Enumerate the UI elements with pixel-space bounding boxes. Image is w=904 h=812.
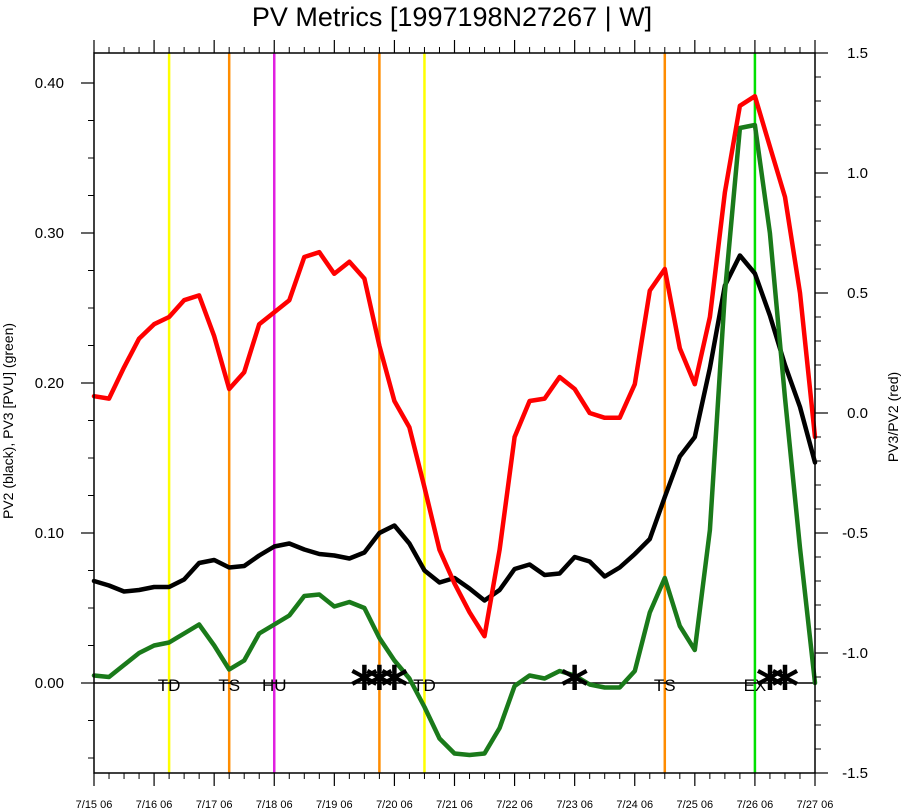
y-right-tick-label: 0.0 bbox=[847, 405, 868, 422]
stage-label-ts-1: TS bbox=[218, 676, 240, 695]
x-tick-label: 7/24 06 bbox=[616, 799, 653, 811]
y-right-tick-label: -1.5 bbox=[842, 765, 868, 782]
asterisk-marker-0: * bbox=[350, 655, 378, 718]
event-lines bbox=[167, 53, 757, 773]
plot-frame bbox=[93, 52, 816, 774]
asterisk-marker-5: * bbox=[771, 655, 799, 718]
asterisk-marker-1: * bbox=[365, 655, 393, 718]
x-tick-label: 7/21 06 bbox=[436, 799, 473, 811]
y-right-tick-label: -1.0 bbox=[842, 645, 868, 662]
stage-label-td-0: TD bbox=[158, 676, 181, 695]
x-tick-label: 7/18 06 bbox=[256, 799, 293, 811]
stage-label-td-3: TD bbox=[413, 676, 436, 695]
x-tick-label: 7/23 06 bbox=[556, 799, 593, 811]
x-tick-label: 7/20 06 bbox=[376, 799, 413, 811]
asterisk-marker-2: * bbox=[380, 655, 408, 718]
y-right-tick-label: 1.5 bbox=[847, 45, 868, 62]
x-tick-label: 7/16 06 bbox=[136, 799, 173, 811]
x-tick-label: 7/17 06 bbox=[196, 799, 233, 811]
pv3-series-line bbox=[91, 122, 818, 758]
x-tick-label: 7/15 06 bbox=[76, 799, 113, 811]
y-left-tick-label: 0.00 bbox=[35, 675, 64, 692]
y-right-tick-label: -0.5 bbox=[842, 525, 868, 542]
stage-label-ts-4: TS bbox=[654, 676, 676, 695]
right-axis-title: PV3/PV2 (red) bbox=[885, 372, 901, 462]
pv3-pv2-ratio-series-line bbox=[91, 93, 818, 639]
y-left-tick-label: 0.40 bbox=[35, 75, 64, 92]
y-right-tick-label: 1.0 bbox=[847, 165, 868, 182]
asterisk-marker-4: * bbox=[756, 655, 784, 718]
series-layer bbox=[91, 93, 818, 758]
axes-frame: 7/15 06 7/16 06 7/17 06 7/18 06 7/19 06 7/20 … bbox=[35, 40, 868, 811]
x-tick-label: 7/22 06 bbox=[496, 799, 533, 811]
asterisk-marker-3: * bbox=[561, 655, 589, 718]
chart-title: PV Metrics [1997198N27267 | W] bbox=[252, 2, 652, 32]
annotation-layer: TD TS HU TD TS EX*** * ** bbox=[158, 655, 799, 718]
x-tick-label: 7/27 06 bbox=[797, 799, 834, 811]
y-right-tick-label: 0.5 bbox=[847, 285, 868, 302]
stage-label-hu-2: HU bbox=[262, 676, 287, 695]
left-axis-title: PV2 (black), PV3 [PVU] (green) bbox=[0, 323, 16, 519]
stage-label-ex-5: EX bbox=[744, 676, 767, 695]
y-left-tick-label: 0.20 bbox=[35, 375, 64, 392]
y-left-tick-label: 0.10 bbox=[35, 525, 64, 542]
x-tick-label: 7/26 06 bbox=[737, 799, 774, 811]
x-tick-label: 7/19 06 bbox=[316, 799, 353, 811]
y-left-tick-label: 0.30 bbox=[35, 225, 64, 242]
x-tick-label: 7/25 06 bbox=[676, 799, 713, 811]
